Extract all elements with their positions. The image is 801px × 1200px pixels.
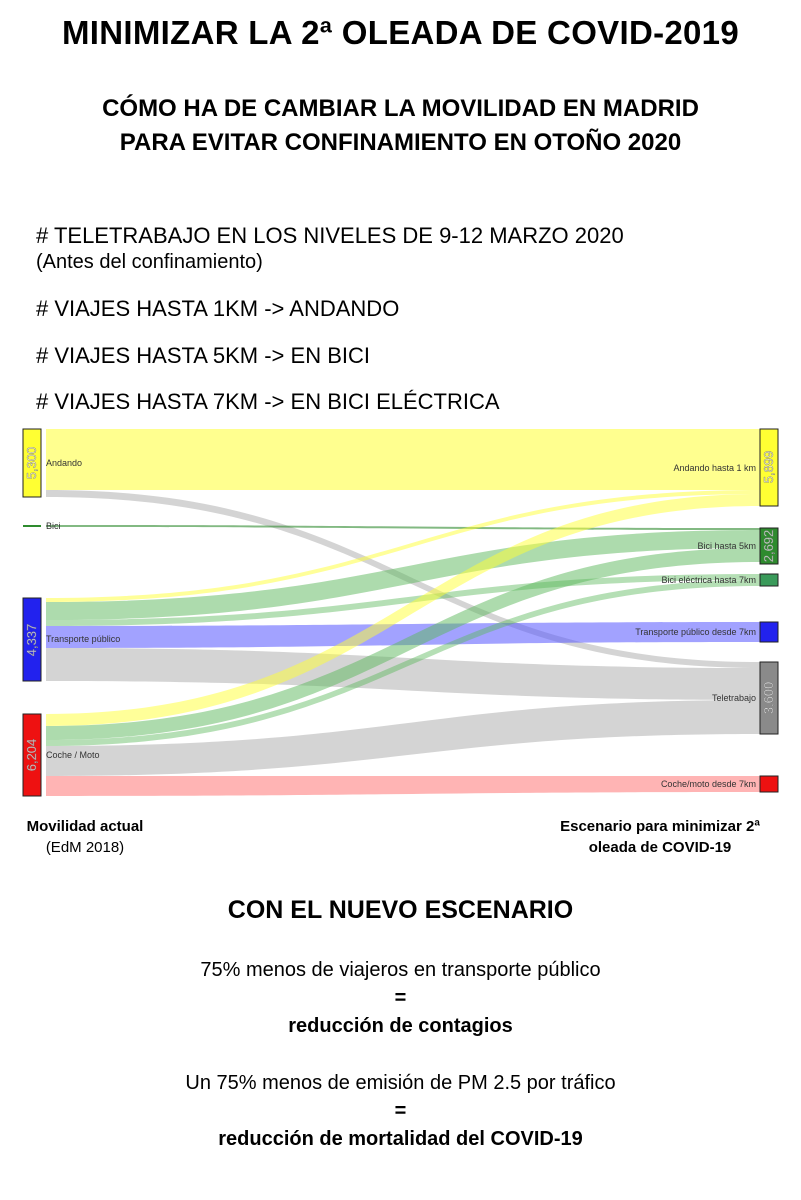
label-andando: Andando <box>46 458 82 468</box>
assumption-teletrabajo: # TELETRABAJO EN LOS NIVELES DE 9-12 MAR… <box>36 222 624 276</box>
value-teletrabajo: 3,600 <box>761 682 776 715</box>
sankey-right-nodes <box>759 428 779 793</box>
sankey-diagram: 5,300 4,337 6,204 5,899 2,692 3,600 Anda… <box>22 428 779 797</box>
left-axis-title: Movilidad actual <box>26 818 144 835</box>
value-bici-5km: 2,692 <box>761 530 776 563</box>
assumption-teletrabajo-note: (Antes del confinamiento) <box>36 251 263 273</box>
label-tp-7km: Transporte público desde 7km <box>635 627 756 637</box>
value-andando-1km: 5,899 <box>761 451 776 484</box>
equals-sign-2: = <box>394 1100 407 1122</box>
label-bici: Bici <box>46 521 61 531</box>
sankey-flows <box>46 429 760 796</box>
conclusion-transport: 75% menos de viajeros en transporte públ… <box>0 956 801 1040</box>
flow-bici-to-bici <box>46 525 760 530</box>
node-bici <box>23 525 41 527</box>
node-andando <box>22 428 42 498</box>
node-teletrabajo <box>759 661 779 735</box>
conclusions-heading: CON EL NUEVO ESCENARIO <box>227 896 574 924</box>
assumption-teletrabajo-text: # TELETRABAJO EN LOS NIVELES DE 9-12 MAR… <box>36 223 624 248</box>
page-subtitle: CÓMO HA DE CAMBIAR LA MOVILIDAD EN MADRI… <box>0 92 801 160</box>
assumption-walking: # VIAJES HASTA 1KM -> ANDANDO <box>36 296 400 321</box>
page-title: MINIMIZAR LA 2ª OLEADA DE COVID-2019 <box>62 14 739 51</box>
label-transporte-publico: Transporte público <box>46 634 120 644</box>
node-transporte-publico <box>22 597 42 682</box>
label-bici-electrica: Bici eléctrica hasta 7km <box>661 575 756 585</box>
conclusion-emissions-result: reducción de mortalidad del COVID-19 <box>218 1128 583 1150</box>
value-andando: 5,300 <box>24 447 39 480</box>
assumption-ebike: # VIAJES HASTA 7KM -> EN BICI ELÉCTRICA <box>36 389 500 414</box>
left-axis-source: (EdM 2018) <box>45 839 125 856</box>
right-axis-title-2: oleada de COVID-19 <box>588 839 732 856</box>
node-coche-7km <box>759 775 779 793</box>
flow-coche-to-teletrabajo <box>46 700 760 776</box>
right-axis-title-1: Escenario para minimizar 2ª <box>560 818 760 835</box>
conclusion-emissions: Un 75% menos de emisión de PM 2.5 por tr… <box>0 1069 801 1153</box>
label-teletrabajo: Teletrabajo <box>712 693 756 703</box>
flow-coche-to-bici <box>46 548 760 740</box>
node-coche-moto <box>22 713 42 797</box>
conclusion-transport-text: 75% menos de viajeros en transporte públ… <box>200 959 601 981</box>
node-bici-electrica <box>759 573 779 587</box>
label-coche-moto: Coche / Moto <box>46 750 100 760</box>
flow-tp-to-ebike <box>46 574 760 626</box>
flow-tp-to-tp <box>46 622 760 648</box>
flow-tp-to-teletrabajo <box>46 648 760 700</box>
label-coche-7km: Coche/moto desde 7km <box>661 779 756 789</box>
left-axis-label: Movilidad actual (EdM 2018) <box>0 816 170 858</box>
flow-coche-to-ebike <box>46 580 760 746</box>
right-axis-label: Escenario para minimizar 2ª oleada de CO… <box>525 816 795 858</box>
value-coche-moto: 6,204 <box>24 739 39 772</box>
flow-tp-to-andando <box>46 490 760 602</box>
node-andando-1km <box>759 428 779 507</box>
equals-sign-1: = <box>394 987 407 1009</box>
assumption-bike: # VIAJES HASTA 5KM -> EN BICI <box>36 343 370 368</box>
flow-tp-to-bici <box>46 530 760 620</box>
sankey-left-nodes <box>22 428 42 797</box>
conclusion-emissions-text: Un 75% menos de emisión de PM 2.5 por tr… <box>185 1072 616 1094</box>
flow-andando-to-andando <box>46 429 760 490</box>
label-bici-5km: Bici hasta 5km <box>697 541 756 551</box>
node-bici-5km <box>759 527 779 565</box>
subtitle-line-2: PARA EVITAR CONFINAMIENTO EN OTOÑO 2020 <box>119 129 682 156</box>
conclusion-transport-result: reducción de contagios <box>288 1015 513 1037</box>
subtitle-line-1: CÓMO HA DE CAMBIAR LA MOVILIDAD EN MADRI… <box>102 95 699 122</box>
label-andando-1km: Andando hasta 1 km <box>673 463 756 473</box>
flow-coche-to-coche <box>46 776 760 796</box>
value-transporte-publico: 4,337 <box>24 624 39 657</box>
flow-coche-to-andando <box>46 494 760 726</box>
node-tp-7km <box>759 621 779 643</box>
